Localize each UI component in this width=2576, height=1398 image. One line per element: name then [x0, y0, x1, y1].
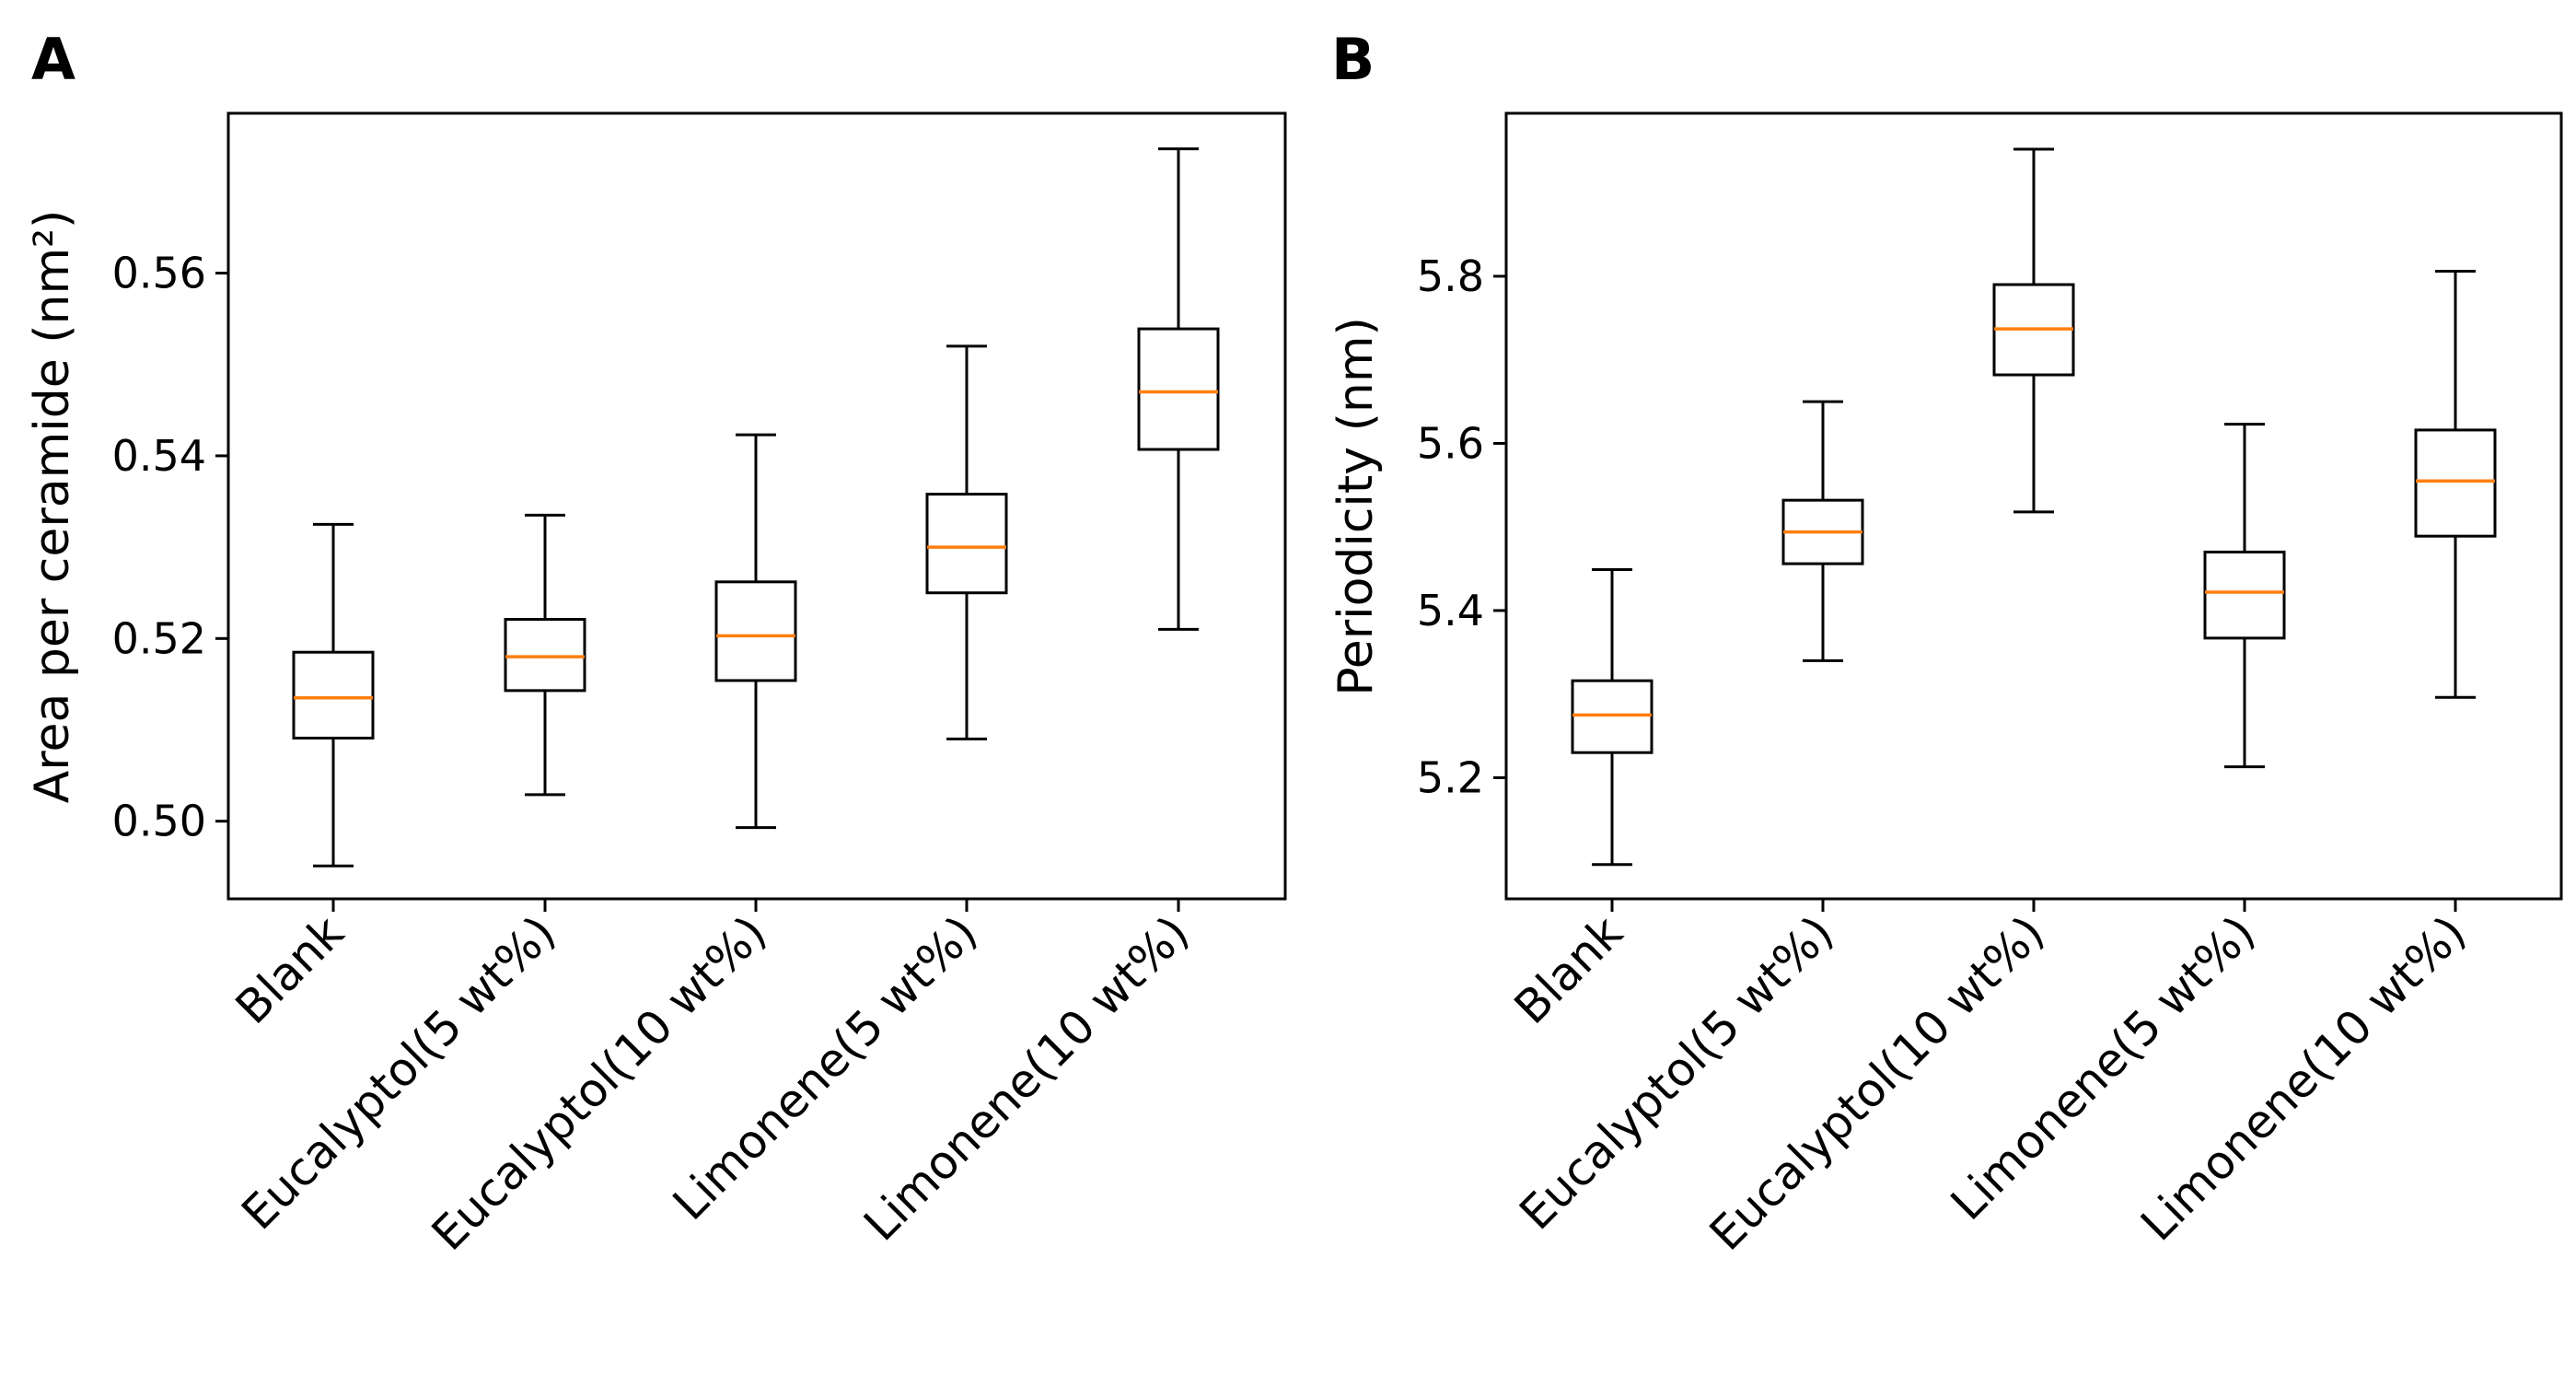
panel-label-a: A [31, 26, 75, 93]
iqr-box [925, 493, 1008, 595]
box-4 [2203, 423, 2286, 769]
iqr-box [2414, 428, 2497, 538]
box-4 [925, 344, 1008, 740]
iqr-box [2203, 550, 2286, 640]
y-tick-label: 5.4 [1417, 586, 1484, 635]
panel-a: A Area per ceramide (nm²) 0.500.520.540.… [25, 26, 1287, 1261]
y-tick-label: 0.54 [112, 431, 206, 481]
y-axis-label-a: Area per ceramide (nm²) [25, 210, 80, 804]
box-1 [1571, 567, 1654, 867]
category-label: Blank [226, 905, 354, 1034]
y-ticks-a: 0.50 0.52 0.54 0.56 [112, 249, 228, 846]
iqr-box [1571, 679, 1654, 754]
boxes-a [292, 147, 1220, 868]
box-5 [1137, 147, 1220, 631]
category-label: Blank [1504, 905, 1633, 1034]
box-3 [1992, 147, 2075, 514]
box-1 [292, 522, 375, 868]
y-tick-label: 0.52 [112, 613, 206, 663]
iqr-box [1137, 327, 1220, 451]
iqr-box [292, 650, 375, 740]
boxes-b [1571, 147, 2497, 867]
y-tick-label: 5.8 [1417, 251, 1484, 301]
iqr-box [714, 580, 797, 682]
panel-label-b: B [1331, 26, 1375, 93]
y-tick-label: 0.56 [112, 249, 206, 298]
y-ticks-b: 5.2 5.4 5.6 5.8 [1417, 251, 1506, 802]
y-tick-label: 5.6 [1417, 418, 1484, 468]
box-5 [2414, 270, 2497, 699]
box-2 [1781, 400, 1864, 662]
box-2 [504, 513, 586, 797]
y-tick-label: 0.50 [112, 797, 206, 846]
iqr-box [504, 617, 586, 693]
y-axis-label-b: Periodicity (nm) [1329, 317, 1384, 696]
box-3 [714, 433, 797, 830]
y-tick-label: 5.2 [1417, 752, 1484, 802]
panel-b: B Periodicity (nm) 5.2 5.4 5.6 5.8 BlankEuc… [1329, 26, 2563, 1261]
